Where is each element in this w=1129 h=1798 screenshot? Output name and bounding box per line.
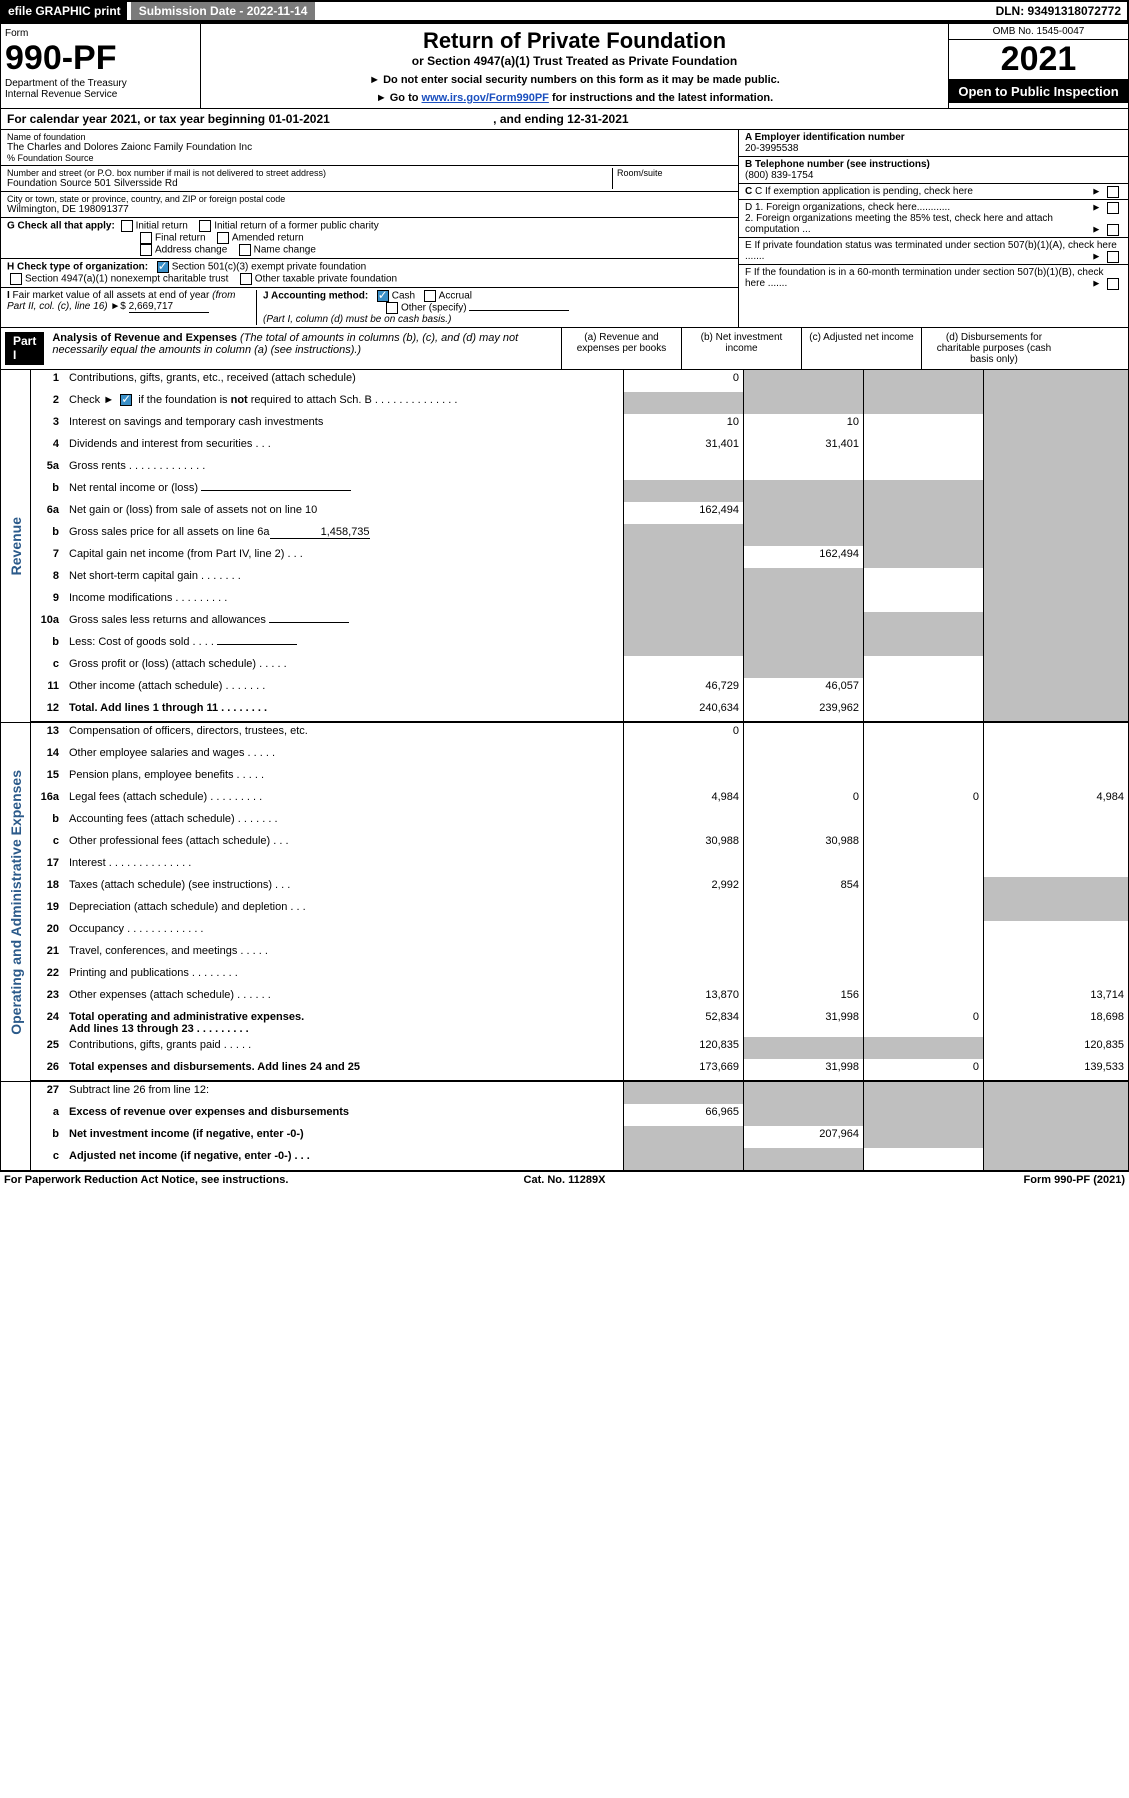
g-check-row: G Check all that apply: Initial return I…	[1, 218, 738, 259]
col-d-header: (d) Disbursements for charitable purpose…	[921, 328, 1066, 369]
part1-header-row: Part I Analysis of Revenue and Expenses …	[0, 328, 1129, 370]
form-subtitle: or Section 4947(a)(1) Trust Treated as P…	[205, 54, 944, 68]
footer-row: For Paperwork Reduction Act Notice, see …	[0, 1171, 1129, 1188]
checkbox-501c3[interactable]	[157, 261, 169, 273]
j-note: (Part I, column (d) must be on cash basi…	[263, 314, 451, 325]
omb-number: OMB No. 1545-0047	[949, 24, 1128, 40]
ein-cell: A Employer identification number 20-3995…	[739, 130, 1128, 157]
c-pending: C C If exemption application is pending,…	[739, 184, 1128, 200]
j-label: J Accounting method:	[263, 291, 368, 302]
address-cell: Number and street (or P.O. box number if…	[1, 166, 738, 192]
checkbox-cash[interactable]	[377, 290, 389, 302]
checkbox-other-method[interactable]	[386, 302, 398, 314]
checkbox-e[interactable]	[1107, 251, 1119, 263]
expenses-side-label: Operating and Administrative Expenses	[1, 723, 31, 1081]
checkbox-address-change[interactable]	[140, 244, 152, 256]
header-left: Form 990-PF Department of the Treasury I…	[1, 24, 201, 108]
header-right: OMB No. 1545-0047 2021 Open to Public In…	[948, 24, 1128, 108]
entity-right: A Employer identification number 20-3995…	[738, 130, 1128, 327]
dept-treasury: Department of the Treasury	[5, 78, 196, 89]
col-c-header: (c) Adjusted net income	[801, 328, 921, 369]
cat-no: Cat. No. 11289X	[378, 1174, 752, 1186]
checkbox-name-change[interactable]	[239, 244, 251, 256]
city-cell: City or town, state or province, country…	[1, 192, 738, 218]
phone-cell: B Telephone number (see instructions) (8…	[739, 157, 1128, 184]
e-terminated: E If private foundation status was termi…	[739, 238, 1128, 265]
form-header: Form 990-PF Department of the Treasury I…	[0, 22, 1129, 109]
checkbox-amended[interactable]	[217, 232, 229, 244]
form-label: Form	[5, 28, 196, 39]
col-b-header: (b) Net investment income	[681, 328, 801, 369]
ssn-note: ► Do not enter social security numbers o…	[205, 74, 944, 86]
dln-label: DLN: 93491318072772	[990, 2, 1127, 20]
d-foreign: D 1. Foreign organizations, check here..…	[739, 200, 1128, 238]
submission-date: Submission Date - 2022-11-14	[131, 2, 316, 20]
tax-year: 2021	[949, 40, 1128, 80]
revenue-side-label: Revenue	[1, 370, 31, 722]
form-footer: Form 990-PF (2021)	[751, 1174, 1125, 1186]
h-check-row: H Check type of organization: Section 50…	[1, 259, 738, 288]
col-a-header: (a) Revenue and expenses per books	[561, 328, 681, 369]
form-title: Return of Private Foundation	[205, 28, 944, 54]
form-number: 990-PF	[5, 39, 196, 78]
part1-title: Part I Analysis of Revenue and Expenses …	[1, 328, 561, 369]
checkbox-f[interactable]	[1107, 278, 1119, 290]
checkbox-final-return[interactable]	[140, 232, 152, 244]
checkbox-d2[interactable]	[1107, 224, 1119, 236]
checkbox-initial-return[interactable]	[121, 220, 133, 232]
goto-note: ► Go to www.irs.gov/Form990PF for instru…	[205, 92, 944, 104]
part1-table: Revenue 1Contributions, gifts, grants, e…	[0, 370, 1129, 1171]
fmv-value: 2,669,717	[129, 301, 209, 313]
efile-print-button[interactable]: efile GRAPHIC print	[2, 2, 127, 20]
irs-link[interactable]: www.irs.gov/Form990PF	[422, 92, 549, 104]
header-title-block: Return of Private Foundation or Section …	[201, 24, 948, 108]
entity-left: Name of foundation The Charles and Dolor…	[1, 130, 738, 327]
checkbox-sch-b[interactable]	[120, 394, 132, 406]
checkbox-c[interactable]	[1107, 186, 1119, 198]
top-bar: efile GRAPHIC print Submission Date - 20…	[0, 0, 1129, 22]
checkbox-initial-former[interactable]	[199, 220, 211, 232]
checkbox-other-taxable[interactable]	[240, 273, 252, 285]
checkbox-d1[interactable]	[1107, 202, 1119, 214]
irs-label: Internal Revenue Service	[5, 89, 196, 100]
calendar-year-row: For calendar year 2021, or tax year begi…	[0, 109, 1129, 130]
open-to-public: Open to Public Inspection	[949, 80, 1128, 103]
i-j-row: I Fair market value of all assets at end…	[1, 288, 738, 327]
checkbox-4947a1[interactable]	[10, 273, 22, 285]
f-60month: F If the foundation is in a 60-month ter…	[739, 265, 1128, 291]
name-cell: Name of foundation The Charles and Dolor…	[1, 130, 738, 166]
entity-info-grid: Name of foundation The Charles and Dolor…	[0, 130, 1129, 328]
checkbox-accrual[interactable]	[424, 290, 436, 302]
paperwork-notice: For Paperwork Reduction Act Notice, see …	[4, 1174, 378, 1186]
